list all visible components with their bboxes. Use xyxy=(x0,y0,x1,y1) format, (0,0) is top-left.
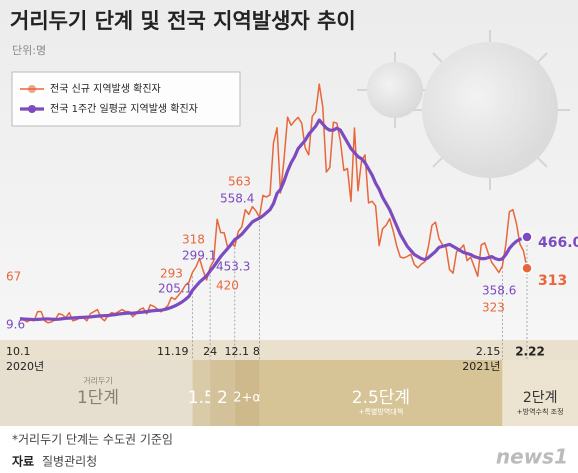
x-tick-label: 2.22 xyxy=(515,345,545,359)
stage-name: 2.5단계 xyxy=(352,388,410,408)
virus-decoration xyxy=(357,30,570,190)
stage-band xyxy=(502,360,578,426)
x-tick-label: 12.1 xyxy=(225,345,250,358)
stage-note: +특별방역대책 xyxy=(359,407,404,416)
x-tick-label: 2.15 xyxy=(476,345,501,358)
legend-swatch xyxy=(28,105,36,113)
x-tick-label: 11.19 xyxy=(157,345,189,358)
annotation: 453.3 xyxy=(216,260,250,274)
annotation: 67 xyxy=(6,270,21,284)
source: 질병관리청 xyxy=(42,455,97,469)
x-tick-label: 10.1 xyxy=(6,345,31,358)
logo: news1 xyxy=(496,445,568,469)
annotation: 293 xyxy=(160,267,183,281)
stage-note: +방역수칙 조정 xyxy=(517,407,564,416)
stage-band xyxy=(210,360,235,426)
stage-note: 거리두기 xyxy=(83,377,112,386)
stage-band xyxy=(234,360,260,426)
footnote: *거리두기 단계는 수도권 기준임 xyxy=(12,433,173,447)
legend-swatch xyxy=(28,85,36,93)
annotation: 563 xyxy=(228,175,251,189)
annotation: 558.4 xyxy=(220,192,254,206)
stage-name: 2단계 xyxy=(523,390,558,406)
stage-band xyxy=(259,360,503,426)
stage-name: 1단계 xyxy=(77,388,119,408)
end-point xyxy=(521,262,533,274)
stage-name: 2+α xyxy=(233,391,261,406)
annotation: 323 xyxy=(482,301,505,315)
x-tick-label: 24 xyxy=(203,345,217,358)
source-label: 자료 xyxy=(12,454,34,469)
unit-label: 단위:명 xyxy=(12,44,46,57)
annotation: 205.1 xyxy=(158,282,192,296)
legend-label: 전국 신규 지역발생 확진자 xyxy=(50,83,161,95)
stage-name: 1.5 xyxy=(188,388,215,408)
annotation: 466.0 xyxy=(538,235,578,251)
stage-name: 2 xyxy=(217,388,228,408)
legend xyxy=(11,71,241,127)
stage-band xyxy=(0,360,193,426)
annotation: 313 xyxy=(538,273,567,289)
x-tick-label: 8 xyxy=(253,345,260,358)
end-point xyxy=(521,231,533,243)
annotation: 9.6 xyxy=(6,318,25,332)
annotation: 299.1 xyxy=(182,249,216,263)
year-label: 2021년 xyxy=(462,360,500,373)
annotation: 420 xyxy=(216,279,239,293)
series-line xyxy=(19,118,528,322)
legend-label: 전국 1주간 일평균 지역발생 확진자 xyxy=(50,103,198,115)
stage-band xyxy=(192,360,211,426)
chart-title: 거리두기 단계 및 전국 지역발생자 추이 xyxy=(10,9,356,33)
annotation: 358.6 xyxy=(482,284,516,298)
year-label: 2020년 xyxy=(6,360,44,373)
annotation: 318 xyxy=(182,233,205,247)
